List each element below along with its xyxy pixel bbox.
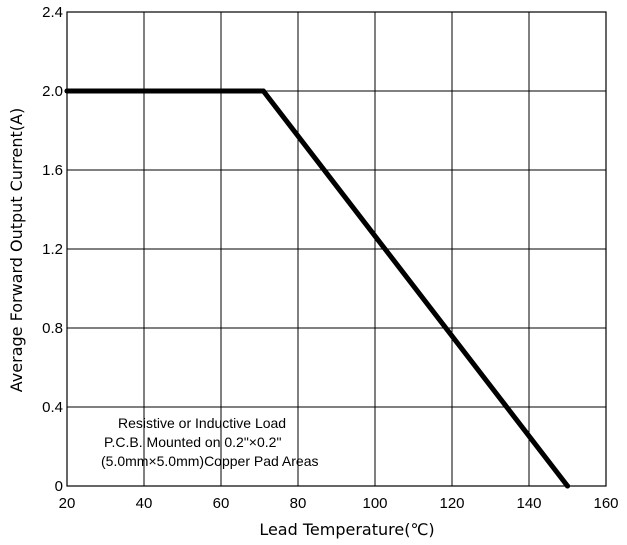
x-tick-label: 100 bbox=[362, 495, 387, 512]
x-tick-label: 80 bbox=[290, 495, 307, 512]
annotation-line-3: (5.0mm×5.0mm)Copper Pad Areas bbox=[101, 453, 318, 469]
x-axis-label: Lead Temperature(℃) bbox=[259, 520, 434, 539]
y-tick-label: 0 bbox=[55, 478, 63, 495]
x-tick-label: 20 bbox=[59, 495, 76, 512]
series-points bbox=[64, 88, 570, 489]
y-tick-label: 2.4 bbox=[42, 4, 63, 21]
annotation-line-1: Resistive or Inductive Load bbox=[118, 415, 286, 431]
data-point bbox=[565, 483, 570, 489]
x-tick-label: 60 bbox=[213, 495, 230, 512]
data-point bbox=[64, 88, 70, 94]
x-tick-label: 140 bbox=[516, 495, 541, 512]
x-tick-label: 120 bbox=[439, 495, 464, 512]
grid-lines bbox=[66, 11, 607, 487]
y-tick-label: 0.4 bbox=[42, 399, 63, 416]
y-axis-label: Average Forward Output Current(A) bbox=[7, 108, 26, 392]
y-tick-label: 1.6 bbox=[42, 162, 63, 179]
y-tick-label: 0.8 bbox=[42, 320, 63, 337]
x-tick-labels: 20 40 60 80 100 120 140 160 bbox=[59, 495, 619, 512]
x-tick-label: 40 bbox=[136, 495, 153, 512]
y-tick-labels: 0 0.4 0.8 1.2 1.6 2.0 2.4 bbox=[42, 4, 63, 495]
y-tick-label: 1.2 bbox=[42, 241, 63, 258]
annotation-line-2: P.C.B. Mounted on 0.2"×0.2" bbox=[104, 434, 281, 450]
x-tick-label: 160 bbox=[593, 495, 618, 512]
plot-frame bbox=[66, 11, 607, 487]
data-point bbox=[260, 88, 266, 94]
y-tick-label: 2.0 bbox=[42, 83, 63, 100]
